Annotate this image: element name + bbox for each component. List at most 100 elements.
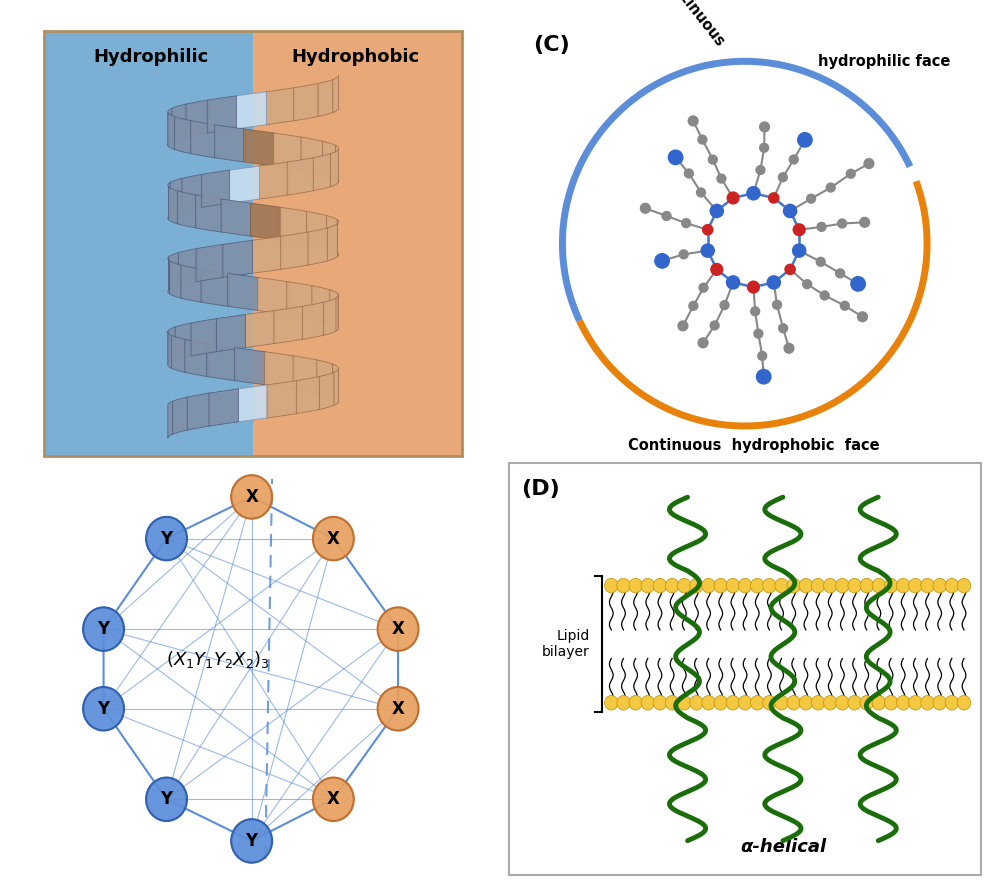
Polygon shape bbox=[317, 360, 334, 397]
Circle shape bbox=[763, 696, 777, 710]
Circle shape bbox=[933, 579, 946, 593]
Point bbox=[857, 215, 873, 229]
Circle shape bbox=[714, 696, 728, 710]
Point bbox=[638, 201, 653, 215]
Circle shape bbox=[690, 579, 703, 593]
Polygon shape bbox=[168, 331, 172, 369]
Polygon shape bbox=[168, 108, 172, 145]
Polygon shape bbox=[169, 253, 179, 290]
Text: X: X bbox=[245, 488, 258, 506]
Polygon shape bbox=[327, 215, 338, 253]
Point bbox=[753, 163, 769, 177]
Text: Continuous: Continuous bbox=[658, 0, 727, 49]
Point bbox=[823, 181, 839, 195]
Circle shape bbox=[860, 696, 874, 710]
Text: Y: Y bbox=[97, 620, 109, 638]
Point bbox=[757, 120, 773, 134]
Polygon shape bbox=[169, 187, 178, 224]
Text: Lipid
bilayer: Lipid bilayer bbox=[542, 629, 590, 659]
Circle shape bbox=[751, 579, 764, 593]
Circle shape bbox=[653, 696, 666, 710]
Polygon shape bbox=[301, 137, 324, 175]
Point bbox=[755, 349, 771, 363]
Circle shape bbox=[629, 579, 642, 593]
Point bbox=[685, 113, 701, 128]
Text: Hydrophilic: Hydrophilic bbox=[93, 49, 209, 66]
Circle shape bbox=[726, 696, 740, 710]
Polygon shape bbox=[330, 290, 339, 327]
Text: X: X bbox=[391, 620, 404, 638]
Circle shape bbox=[83, 608, 124, 651]
Circle shape bbox=[605, 579, 618, 593]
Polygon shape bbox=[287, 158, 314, 195]
Polygon shape bbox=[273, 133, 302, 170]
Circle shape bbox=[739, 579, 752, 593]
Point bbox=[850, 276, 866, 291]
Polygon shape bbox=[215, 315, 245, 352]
Circle shape bbox=[957, 579, 971, 593]
Circle shape bbox=[377, 608, 418, 651]
Point bbox=[797, 133, 813, 147]
Circle shape bbox=[823, 579, 837, 593]
Point bbox=[675, 319, 691, 333]
Point bbox=[791, 244, 807, 258]
Circle shape bbox=[933, 696, 946, 710]
Polygon shape bbox=[191, 120, 216, 158]
Polygon shape bbox=[181, 265, 203, 302]
Text: hydrophilic face: hydrophilic face bbox=[817, 54, 950, 69]
Circle shape bbox=[848, 579, 861, 593]
Point bbox=[785, 152, 801, 167]
Polygon shape bbox=[323, 141, 336, 179]
Polygon shape bbox=[201, 269, 229, 307]
Circle shape bbox=[377, 687, 418, 730]
Circle shape bbox=[231, 475, 272, 518]
Polygon shape bbox=[257, 277, 288, 315]
Circle shape bbox=[739, 696, 752, 710]
Point bbox=[832, 267, 848, 281]
Text: Hydrophobic: Hydrophobic bbox=[292, 49, 420, 66]
Circle shape bbox=[690, 696, 703, 710]
Circle shape bbox=[146, 517, 187, 560]
Point bbox=[791, 222, 807, 237]
Text: $(X_1Y_1Y_2X_2)_3$: $(X_1Y_1Y_2X_2)_3$ bbox=[166, 649, 269, 671]
Polygon shape bbox=[168, 257, 170, 294]
Polygon shape bbox=[227, 273, 259, 311]
FancyBboxPatch shape bbox=[44, 31, 463, 456]
Circle shape bbox=[811, 696, 825, 710]
Point bbox=[658, 209, 674, 223]
Polygon shape bbox=[175, 323, 192, 360]
Polygon shape bbox=[170, 260, 182, 299]
Text: X: X bbox=[327, 530, 340, 548]
Polygon shape bbox=[334, 369, 339, 406]
Polygon shape bbox=[336, 294, 339, 331]
Polygon shape bbox=[181, 175, 203, 212]
Bar bbox=[253, 31, 463, 456]
Polygon shape bbox=[208, 96, 236, 133]
Polygon shape bbox=[207, 344, 236, 381]
Polygon shape bbox=[295, 377, 320, 414]
Point bbox=[707, 318, 723, 332]
Point bbox=[667, 151, 683, 165]
Polygon shape bbox=[307, 212, 327, 249]
Polygon shape bbox=[267, 381, 297, 418]
Polygon shape bbox=[319, 372, 334, 409]
Point bbox=[757, 141, 773, 155]
Circle shape bbox=[885, 579, 898, 593]
Circle shape bbox=[921, 696, 934, 710]
Circle shape bbox=[957, 696, 971, 710]
Polygon shape bbox=[312, 153, 331, 191]
Point bbox=[725, 276, 741, 290]
Polygon shape bbox=[191, 319, 216, 356]
Circle shape bbox=[83, 687, 124, 730]
Circle shape bbox=[629, 696, 642, 710]
Point bbox=[813, 220, 829, 234]
Circle shape bbox=[945, 696, 958, 710]
Polygon shape bbox=[333, 75, 339, 113]
Polygon shape bbox=[337, 220, 339, 257]
Polygon shape bbox=[209, 389, 238, 426]
Circle shape bbox=[848, 696, 861, 710]
Point bbox=[709, 204, 725, 218]
Polygon shape bbox=[235, 92, 266, 129]
Text: Y: Y bbox=[245, 832, 258, 850]
Circle shape bbox=[860, 579, 874, 593]
